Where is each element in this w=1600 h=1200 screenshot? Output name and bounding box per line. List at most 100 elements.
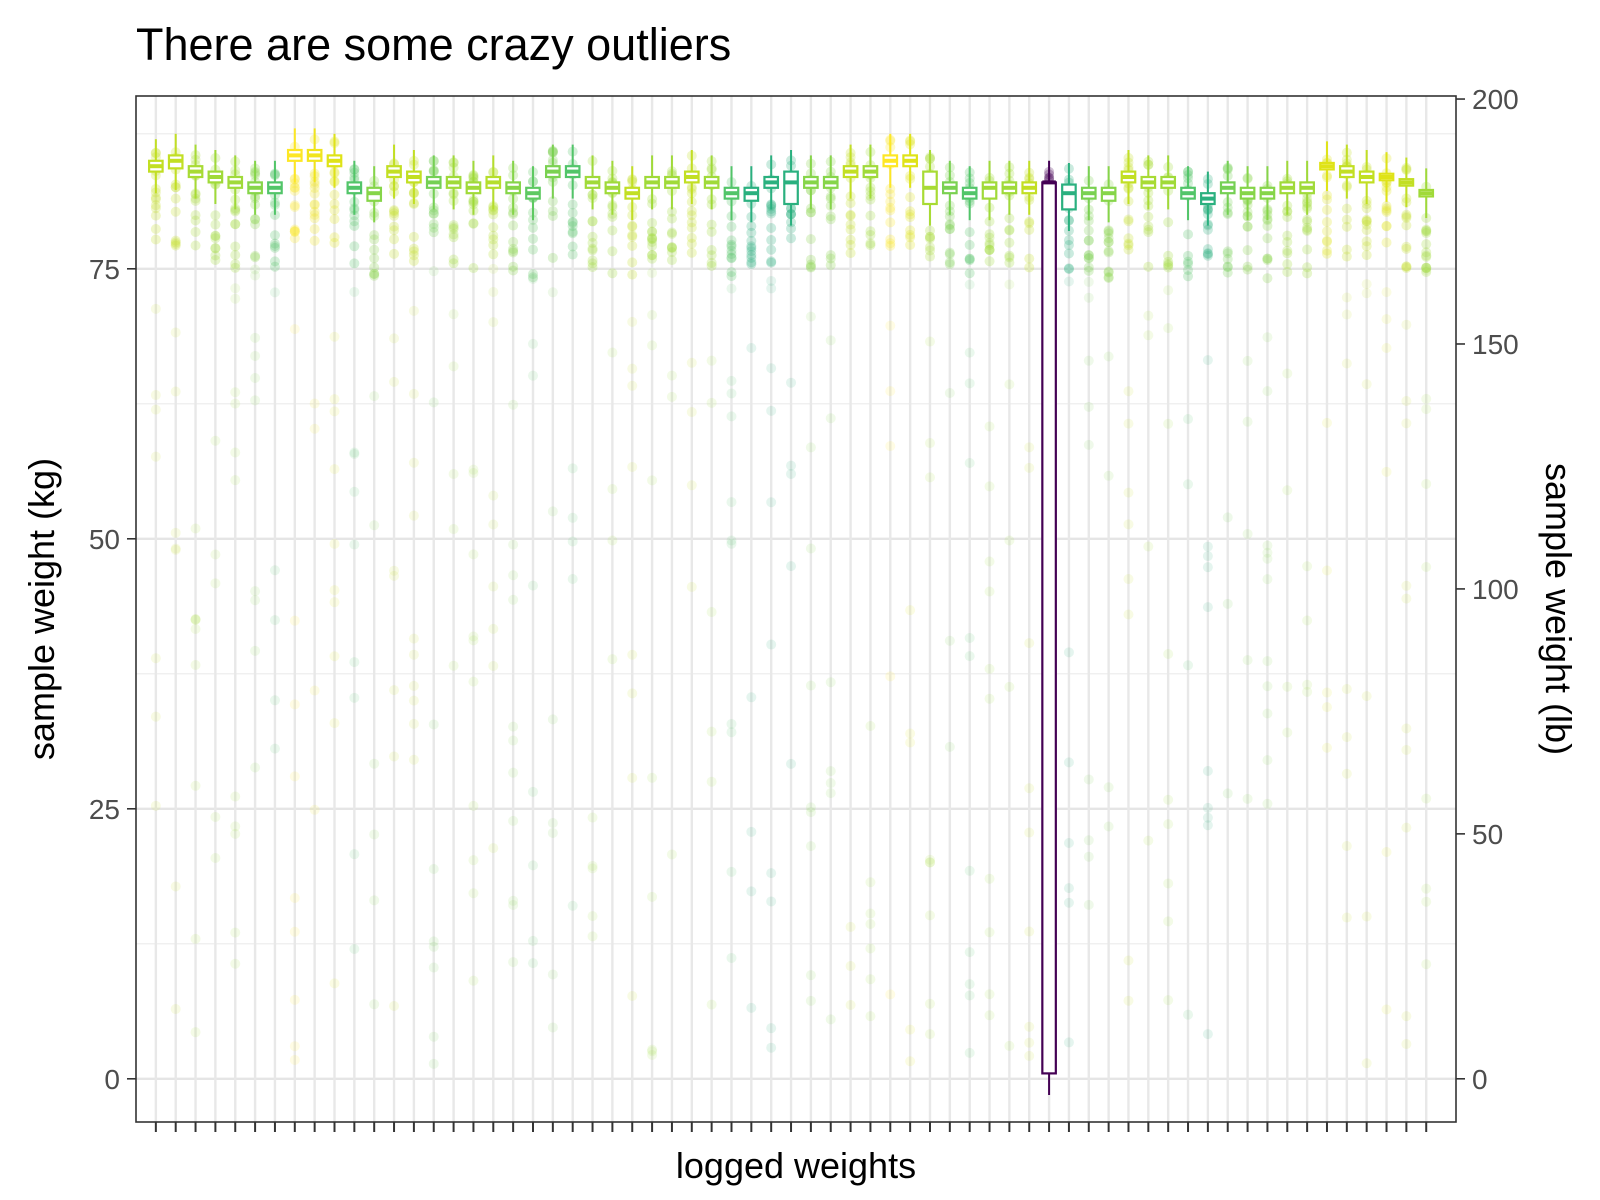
outlier-point <box>1163 256 1174 267</box>
outlier-point <box>230 475 241 486</box>
outlier-point <box>289 324 300 335</box>
outlier-point <box>1183 271 1194 282</box>
outlier-point <box>567 226 578 237</box>
outlier-point <box>1202 562 1213 573</box>
outlier-point <box>1421 393 1432 404</box>
outlier-point <box>250 595 261 606</box>
outlier-point <box>766 235 777 246</box>
outlier-point <box>1222 262 1233 273</box>
outlier-point <box>1262 540 1273 551</box>
outlier-point <box>428 208 439 219</box>
outlier-point <box>647 250 658 261</box>
outlier-point <box>1242 245 1253 256</box>
outlier-point <box>527 370 538 381</box>
outlier-point <box>369 270 380 281</box>
outlier-point <box>766 896 777 907</box>
outlier-point <box>547 818 558 829</box>
outlier-point <box>647 249 658 260</box>
outlier-point <box>964 947 975 958</box>
outlier-point <box>1401 744 1412 755</box>
outlier-point <box>289 185 300 196</box>
outlier-point <box>1024 442 1035 453</box>
outlier-point <box>349 447 360 458</box>
outlier-point <box>369 230 380 241</box>
outlier-points <box>150 134 1432 1069</box>
outlier-point <box>845 209 856 220</box>
outlier-point <box>845 999 856 1010</box>
outlier-point <box>1063 897 1074 908</box>
outlier-point <box>428 266 439 277</box>
outlier-point <box>1262 253 1273 264</box>
outlier-point <box>508 721 519 732</box>
outlier-point <box>1321 194 1332 205</box>
outlier-point <box>1163 262 1174 273</box>
outlier-point <box>289 233 300 244</box>
outlier-point <box>1361 241 1372 252</box>
outlier-point <box>627 316 638 327</box>
outlier-point <box>230 205 241 216</box>
outlier-point <box>1341 221 1352 232</box>
outlier-point <box>865 194 876 205</box>
outlier-point <box>1421 262 1432 273</box>
outlier-point <box>666 206 677 217</box>
outlier-point <box>1262 332 1273 343</box>
outlier-point <box>567 207 578 218</box>
outlier-point <box>1004 1040 1015 1051</box>
outlier-point <box>1024 224 1035 235</box>
outlier-point <box>865 919 876 930</box>
outlier-point <box>1361 279 1372 290</box>
outlier-point <box>825 253 836 264</box>
outlier-point <box>686 232 697 243</box>
outlier-point <box>1381 1004 1392 1015</box>
outlier-point <box>706 250 717 261</box>
outlier-point <box>647 236 658 247</box>
outlier-point <box>468 800 479 811</box>
outlier-point <box>924 857 935 868</box>
outlier-point <box>230 828 241 839</box>
outlier-point <box>647 340 658 351</box>
outlier-point <box>627 991 638 1002</box>
outlier-point <box>1183 256 1194 267</box>
outlier-point <box>1103 236 1114 247</box>
outlier-point <box>349 210 360 221</box>
outlier-point <box>1341 214 1352 225</box>
outlier-point <box>369 234 380 245</box>
outlier-point <box>924 998 935 1009</box>
outlier-point <box>1063 838 1074 849</box>
outlier-point <box>1063 1037 1074 1048</box>
outlier-point <box>786 377 797 388</box>
outlier-point <box>865 943 876 954</box>
outlier-point <box>587 255 598 266</box>
outlier-point <box>1202 244 1213 255</box>
outlier-point <box>984 481 995 492</box>
outlier-point <box>190 215 201 226</box>
outlier-point <box>726 388 737 399</box>
outlier-point <box>1123 955 1134 966</box>
outlier-point <box>1262 656 1273 667</box>
outlier-point <box>865 1011 876 1022</box>
outlier-point <box>805 841 816 852</box>
outlier-point <box>428 227 439 238</box>
outlier-point <box>170 543 181 554</box>
outlier-point <box>627 220 638 231</box>
outlier-point <box>230 958 241 969</box>
outlier-point <box>746 886 757 897</box>
outlier-point <box>428 719 439 730</box>
outlier-point <box>349 486 360 497</box>
outlier-point <box>1222 261 1233 272</box>
outlier-point <box>805 207 816 218</box>
outlier-point <box>805 680 816 691</box>
outlier-point <box>210 231 221 242</box>
outlier-point <box>1262 220 1273 231</box>
outlier-point <box>428 205 439 216</box>
x-axis <box>154 1122 1428 1132</box>
outlier-point <box>1163 819 1174 830</box>
outlier-point <box>647 475 658 486</box>
outlier-point <box>1202 812 1213 823</box>
outlier-point <box>1202 248 1213 259</box>
outlier-point <box>865 974 876 985</box>
outlier-point <box>508 895 519 906</box>
outlier-point <box>289 224 300 235</box>
outlier-point <box>964 1047 975 1058</box>
outlier-point <box>1381 201 1392 212</box>
